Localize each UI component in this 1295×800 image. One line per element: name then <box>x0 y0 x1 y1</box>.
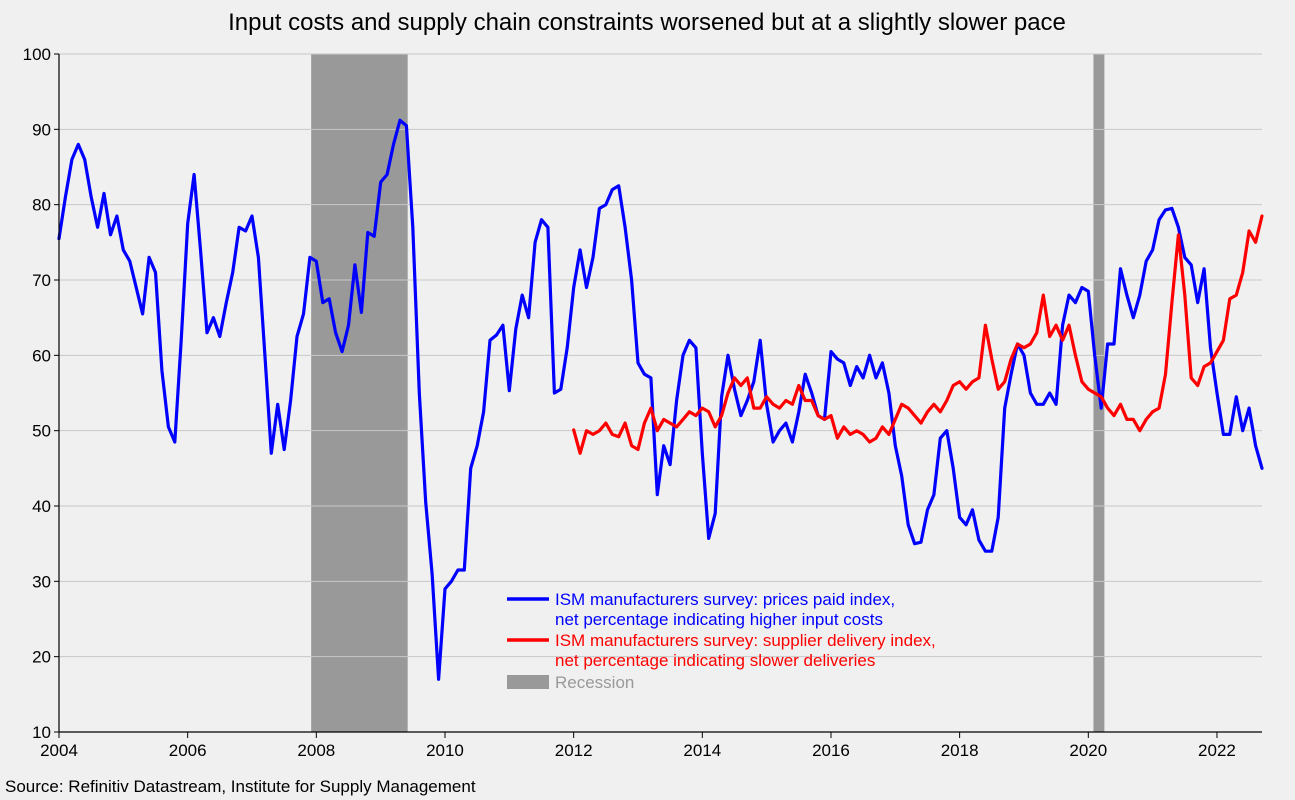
x-tick-label: 2010 <box>426 741 464 760</box>
legend-swatch-recession <box>507 675 549 689</box>
x-tick-label: 2012 <box>555 741 593 760</box>
y-tick-label: 20 <box>32 648 51 667</box>
x-tick-label: 2014 <box>683 741 721 760</box>
y-axis-ticks: 10 20 30 40 50 60 70 80 90 100 <box>23 45 59 742</box>
source-note: Source: Refinitiv Datastream, Institute … <box>5 777 476 796</box>
axes <box>58 54 1262 733</box>
x-tick-label: 2008 <box>297 741 335 760</box>
x-axis-ticks: 2004 2006 2008 2010 2012 2014 2016 2018 2020 2022 <box>40 732 1236 760</box>
y-tick-label: 40 <box>32 497 51 516</box>
x-tick-label: 2016 <box>812 741 850 760</box>
recession-band <box>311 54 408 732</box>
x-tick-label: 2018 <box>941 741 979 760</box>
legend: ISM manufacturers survey: prices paid in… <box>507 590 936 692</box>
y-tick-label: 50 <box>32 422 51 441</box>
y-tick-label: 10 <box>32 723 51 742</box>
y-tick-label: 100 <box>23 45 51 64</box>
x-tick-label: 2020 <box>1069 741 1107 760</box>
legend-label-recession: Recession <box>555 673 634 692</box>
y-tick-label: 90 <box>32 120 51 139</box>
series-line-supplier-delivery <box>572 214 1264 455</box>
x-tick-label: 2006 <box>169 741 207 760</box>
y-tick-label: 60 <box>32 346 51 365</box>
legend-label-prices-line2: net percentage indicating higher input c… <box>555 610 883 629</box>
y-tick-label: 30 <box>32 572 51 591</box>
x-tick-label: 2004 <box>40 741 78 760</box>
series-lines <box>57 118 1264 681</box>
x-tick-label: 2022 <box>1198 741 1236 760</box>
legend-label-delivery-line2: net percentage indicating slower deliver… <box>555 651 875 670</box>
y-tick-label: 70 <box>32 271 51 290</box>
legend-label-delivery: ISM manufacturers survey: supplier deliv… <box>555 631 936 650</box>
chart-title: Input costs and supply chain constraints… <box>228 9 1066 36</box>
legend-label-prices: ISM manufacturers survey: prices paid in… <box>555 590 895 609</box>
y-tick-label: 80 <box>32 196 51 215</box>
